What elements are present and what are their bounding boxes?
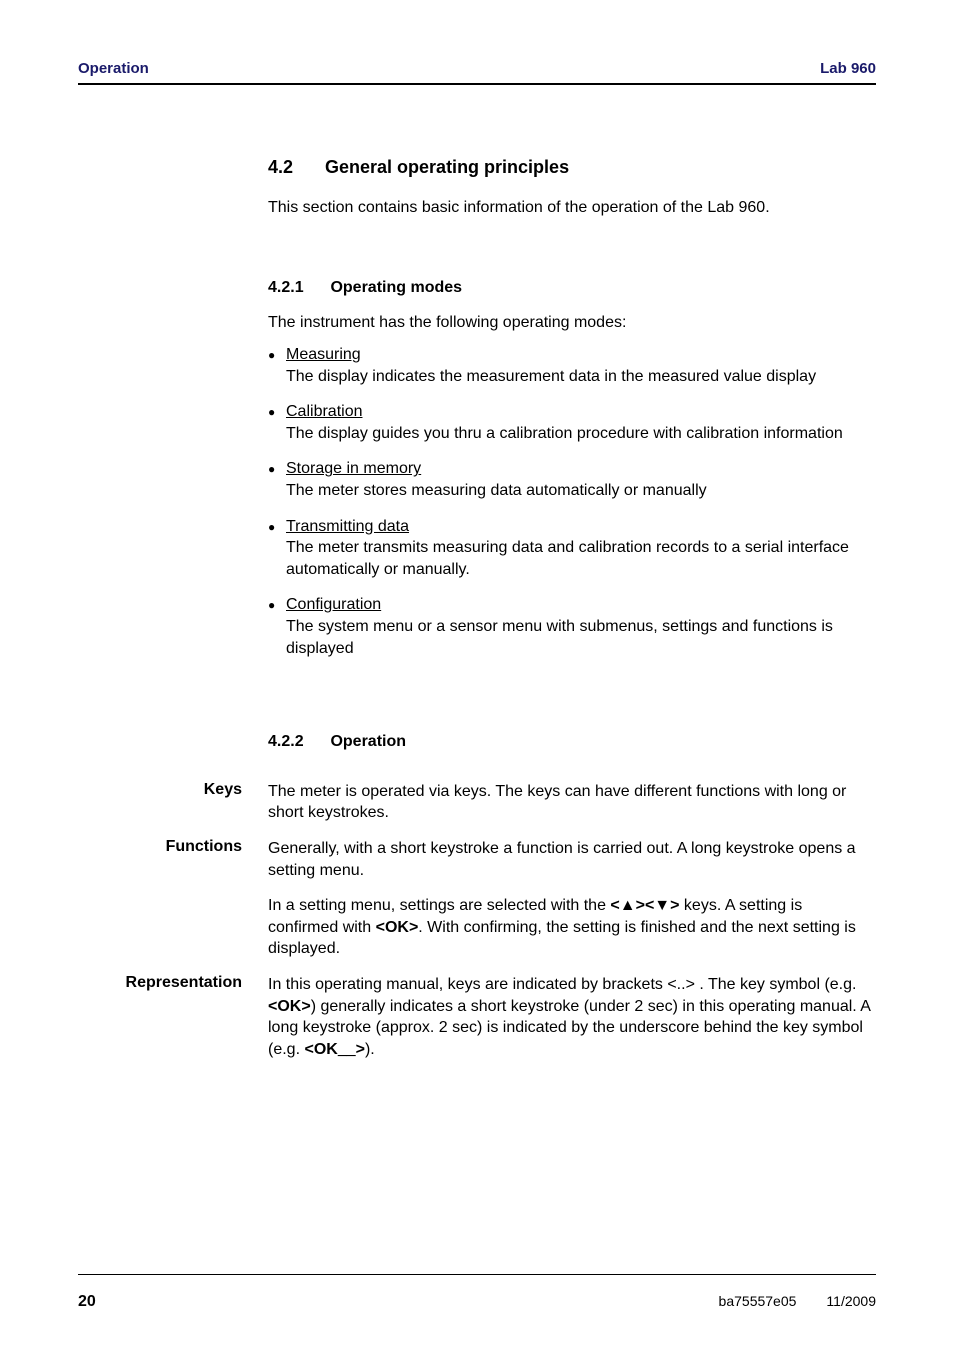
mode-body: The display guides you thru a calibratio… xyxy=(286,425,843,442)
list-item: Transmitting data The meter transmits me… xyxy=(268,516,876,581)
keys-body: The meter is operated via keys. The keys… xyxy=(268,781,876,824)
mode-body: The display indicates the measurement da… xyxy=(286,368,816,385)
section-intro: This section contains basic information … xyxy=(268,197,876,219)
section-number: 4.2 xyxy=(268,155,320,179)
margin-label-functions: Functions xyxy=(78,838,268,960)
page-footer: 20 ba75557e05 11/2009 xyxy=(78,1274,876,1311)
representation-body: In this operating manual, keys are indic… xyxy=(268,974,876,1060)
subsection-title: Operation xyxy=(330,733,406,750)
subsection-heading: 4.2.1 Operating modes xyxy=(268,277,876,299)
subsection-intro: The instrument has the following operati… xyxy=(268,312,876,334)
mode-body: The system menu or a sensor menu with su… xyxy=(286,618,833,657)
mode-head: Measuring xyxy=(286,346,361,363)
ok-key-symbol: <OK> xyxy=(376,919,419,936)
margin-label-keys: Keys xyxy=(78,781,268,824)
list-item: Configuration The system menu or a senso… xyxy=(268,594,876,659)
ok-long-key-symbol: <OK__> xyxy=(304,1041,364,1058)
list-item: Calibration The display guides you thru … xyxy=(268,401,876,444)
page-number: 20 xyxy=(78,1293,96,1311)
section-title: General operating principles xyxy=(325,157,569,177)
modes-list: Measuring The display indicates the meas… xyxy=(268,344,876,659)
list-item: Measuring The display indicates the meas… xyxy=(268,344,876,387)
doc-date: 11/2009 xyxy=(826,1293,876,1311)
mode-head: Storage in memory xyxy=(286,460,421,477)
header-right: Lab 960 xyxy=(820,60,876,77)
mode-body: The meter transmits measuring data and c… xyxy=(286,539,849,578)
header-left: Operation xyxy=(78,60,149,77)
functions-p2: In a setting menu, settings are selected… xyxy=(268,895,876,960)
subsection-number: 4.2.2 xyxy=(268,731,326,753)
margin-label-representation: Representation xyxy=(78,974,268,1060)
subsection-heading: 4.2.2 Operation xyxy=(268,731,876,753)
page-header: Operation Lab 960 xyxy=(78,60,876,85)
mode-head: Calibration xyxy=(286,403,362,420)
subsection-title: Operating modes xyxy=(330,279,462,296)
mode-head: Configuration xyxy=(286,596,381,613)
section-heading: 4.2 General operating principles xyxy=(268,155,876,179)
subsection-number: 4.2.1 xyxy=(268,277,326,299)
mode-head: Transmitting data xyxy=(286,518,409,535)
ok-key-symbol: <OK> xyxy=(268,998,311,1015)
arrow-keys-symbol: <▲><▼> xyxy=(610,897,679,914)
functions-p1: Generally, with a short keystroke a func… xyxy=(268,838,876,881)
list-item: Storage in memory The meter stores measu… xyxy=(268,458,876,501)
doc-id: ba75557e05 xyxy=(719,1293,797,1311)
mode-body: The meter stores measuring data automati… xyxy=(286,482,707,499)
